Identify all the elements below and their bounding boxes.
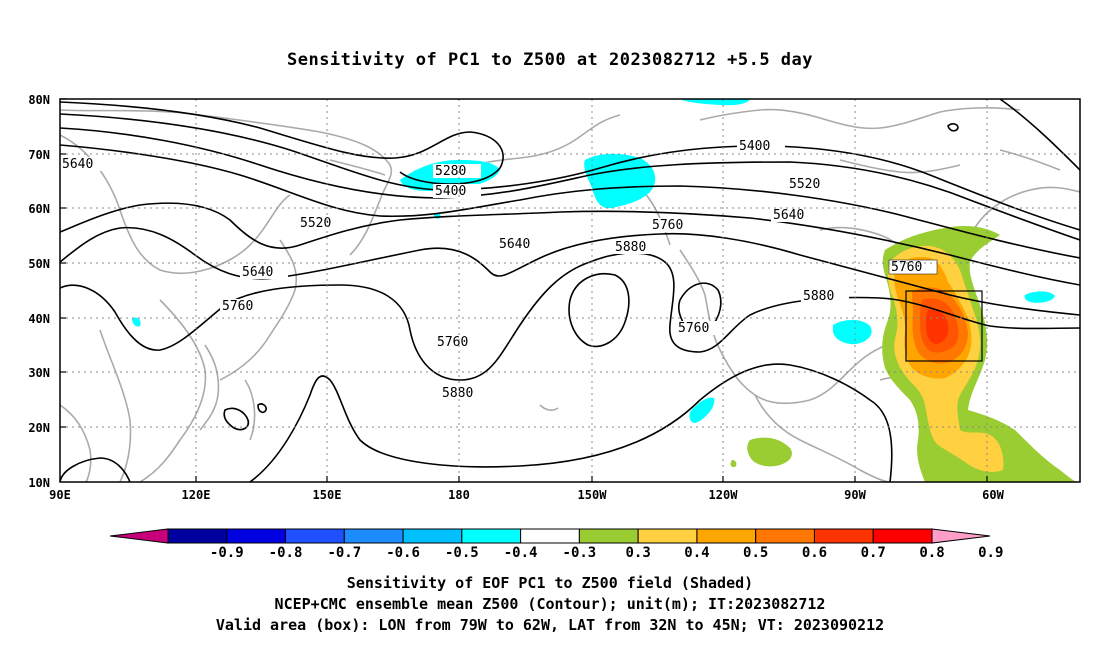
colorbar-swatch bbox=[755, 528, 815, 544]
colorbar-label: -0.5 bbox=[445, 545, 479, 561]
colorbar-label: 0.4 bbox=[684, 545, 709, 561]
colorbar-label: -0.8 bbox=[269, 545, 303, 561]
lat-label: 40N bbox=[28, 312, 50, 326]
colorbar-label: 0.7 bbox=[861, 545, 886, 561]
contour-label: 5760 bbox=[678, 321, 709, 336]
lon-label: 150E bbox=[313, 488, 342, 502]
colorbar-swatch bbox=[285, 528, 345, 544]
contour-label: 5760 bbox=[437, 335, 468, 350]
lon-label: 120E bbox=[182, 488, 211, 502]
caption-line: Sensitivity of EOF PC1 to Z500 field (Sh… bbox=[346, 574, 754, 592]
colorbar-swatch bbox=[402, 528, 463, 544]
contour-label: 5280 bbox=[435, 164, 466, 179]
colorbar-swatch bbox=[167, 528, 228, 544]
colorbar-label: 0.9 bbox=[978, 545, 1003, 561]
contour-label: 5760 bbox=[222, 299, 253, 314]
plot-frame bbox=[59, 98, 1081, 483]
colorbar-swatch bbox=[461, 528, 522, 544]
colorbar-label: -0.6 bbox=[386, 545, 420, 561]
colorbar: -0.9 -0.8 -0.7 -0.6 -0.5 -0.4 -0.3 0.3 0.4 0.5 0.6… bbox=[109, 528, 1003, 561]
contour-label: 5400 bbox=[739, 139, 770, 154]
gridlines bbox=[60, 99, 1080, 482]
lon-label: 60W bbox=[982, 488, 1004, 502]
captions: Sensitivity of EOF PC1 to Z500 field (Sh… bbox=[0, 573, 1100, 636]
contour-label: 5880 bbox=[615, 240, 646, 255]
colorbar-max-arrow bbox=[931, 528, 991, 544]
contour-label: 5640 bbox=[62, 157, 93, 172]
colorbar-swatch bbox=[637, 528, 698, 544]
contour-label: 5640 bbox=[242, 265, 273, 280]
lat-label: 70N bbox=[28, 148, 50, 162]
contour-label: 5640 bbox=[773, 208, 804, 223]
lat-label: 30N bbox=[28, 366, 50, 380]
contour-label: 5760 bbox=[891, 260, 922, 275]
map-title: Sensitivity of PC1 to Z500 at 2023082712… bbox=[286, 50, 813, 70]
contour-label: 5520 bbox=[300, 216, 331, 231]
contour-label: 5640 bbox=[499, 237, 530, 252]
lon-label: 90E bbox=[49, 488, 71, 502]
contour-label: 5880 bbox=[442, 386, 473, 401]
colorbar-label: -0.4 bbox=[504, 545, 538, 561]
contour-label: 5760 bbox=[652, 218, 683, 233]
colorbar-min-arrow bbox=[109, 528, 169, 544]
lat-label: 50N bbox=[28, 257, 50, 271]
contour-label: 5880 bbox=[803, 289, 834, 304]
contour-labels: 5640 5280 5400 5400 5520 5520 5640 5640 … bbox=[60, 139, 938, 401]
contour-label: 5400 bbox=[435, 184, 466, 199]
lon-label: 150W bbox=[578, 488, 608, 502]
lat-label: 80N bbox=[28, 93, 50, 107]
colorbar-label: 0.5 bbox=[743, 545, 768, 561]
valid-area-box bbox=[905, 290, 983, 362]
lat-label: 60N bbox=[28, 202, 50, 216]
colorbar-swatch bbox=[343, 528, 404, 544]
colorbar-swatch bbox=[520, 528, 580, 544]
colorbar-swatch bbox=[872, 528, 933, 544]
colorbar-label: 0.3 bbox=[626, 545, 651, 561]
contour-label: 5520 bbox=[789, 177, 820, 192]
colorbar-label: 0.8 bbox=[919, 545, 944, 561]
colorbar-swatch bbox=[696, 528, 757, 544]
latitude-labels: 80N 70N 60N 50N 40N 30N 20N 10N bbox=[28, 93, 50, 490]
longitude-labels: 90E 120E 150E 180 150W 120W 90W 60W bbox=[49, 488, 1004, 502]
lat-label: 10N bbox=[28, 476, 50, 490]
colorbar-swatch bbox=[813, 528, 874, 544]
colorbar-swatch bbox=[226, 528, 287, 544]
colorbar-label: -0.3 bbox=[563, 545, 597, 561]
colorbar-label: 0.6 bbox=[802, 545, 827, 561]
caption-line: Valid area (box): LON from 79W to 62W, L… bbox=[215, 616, 885, 634]
lat-label: 20N bbox=[28, 421, 50, 435]
lon-label: 90W bbox=[844, 488, 866, 502]
tick-marks bbox=[60, 98, 988, 482]
lon-label: 120W bbox=[709, 488, 739, 502]
colorbar-swatch bbox=[578, 528, 639, 544]
colorbar-label: -0.9 bbox=[210, 545, 244, 561]
colorbar-label: -0.7 bbox=[327, 545, 361, 561]
caption-line: NCEP+CMC ensemble mean Z500 (Contour); u… bbox=[274, 595, 826, 613]
lon-label: 180 bbox=[448, 488, 470, 502]
